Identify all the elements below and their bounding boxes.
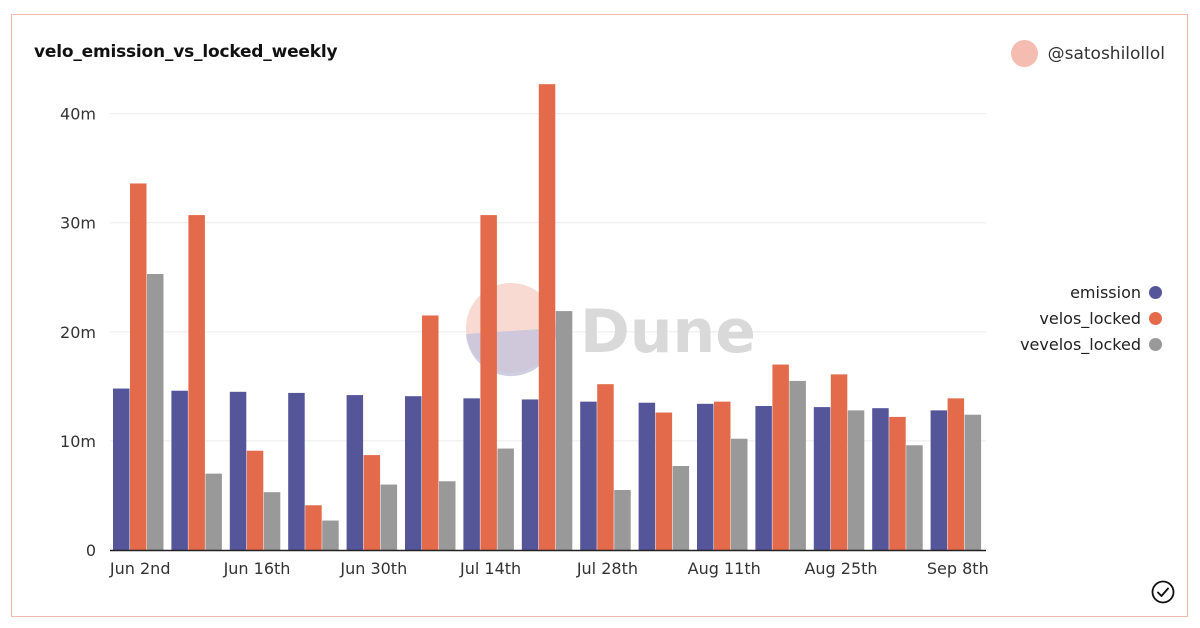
watermark-text: Dune xyxy=(580,297,756,367)
bar-vevelos_locked xyxy=(672,466,690,550)
legend-swatch xyxy=(1149,311,1162,325)
y-tick-label: 10m xyxy=(60,432,96,451)
bar-emission xyxy=(930,410,948,550)
bar-velos_locked xyxy=(130,183,147,551)
bar-velos_locked xyxy=(305,505,322,550)
bar-emission xyxy=(171,390,188,550)
bar-emission xyxy=(346,395,364,550)
x-tick-label: Jun 16th xyxy=(223,559,291,578)
dune-watermark: Dune xyxy=(466,283,756,377)
bar-emission xyxy=(813,407,831,550)
bar-vevelos_locked xyxy=(205,473,222,550)
bar-emission xyxy=(113,388,130,550)
y-tick-label: 40m xyxy=(60,105,96,124)
bar-vevelos_locked xyxy=(380,484,398,550)
bar-vevelos_locked xyxy=(731,438,748,550)
bar-velos_locked xyxy=(830,374,848,550)
bar-velos_locked xyxy=(422,315,439,550)
legend-item-vevelos_locked[interactable]: vevelos_locked xyxy=(1020,331,1162,357)
bar-vevelos_locked xyxy=(497,448,514,550)
bar-vevelos_locked xyxy=(789,380,806,550)
author-badge[interactable]: @satoshilollol xyxy=(1010,40,1165,67)
y-tick-label: 20m xyxy=(60,323,96,342)
bar-velos_locked xyxy=(363,455,381,550)
bar-velos_locked xyxy=(655,412,673,550)
bar-emission xyxy=(229,391,247,550)
legend-item-velos_locked[interactable]: velos_locked xyxy=(1020,305,1162,331)
bar-emission xyxy=(872,408,889,550)
bar-velos_locked xyxy=(597,384,614,550)
bar-emission xyxy=(288,392,305,550)
legend-swatch xyxy=(1149,337,1162,351)
legend-label: vevelos_locked xyxy=(1020,334,1141,354)
bar-vevelos_locked xyxy=(322,520,339,550)
x-tick-label: Aug 25th xyxy=(804,559,877,578)
bar-vevelos_locked xyxy=(147,274,164,550)
x-tick-label: Jun 30th xyxy=(339,559,407,578)
bar-vevelos_locked xyxy=(906,445,923,550)
bar-emission xyxy=(697,403,714,550)
bar-vevelos_locked xyxy=(555,311,573,550)
chart-title: velo_emission_vs_locked_weekly xyxy=(34,42,338,62)
bar-velos_locked xyxy=(188,215,205,550)
author-handle: @satoshilollol xyxy=(1047,43,1165,64)
legend: emission velos_locked vevelos_locked xyxy=(1020,279,1162,357)
bar-vevelos_locked xyxy=(439,481,456,550)
y-tick-label: 30m xyxy=(60,214,96,233)
bar-emission xyxy=(580,401,597,550)
bar-vevelos_locked xyxy=(263,492,281,550)
avatar xyxy=(1010,40,1038,67)
bar-velos_locked xyxy=(246,450,264,550)
bar-emission xyxy=(638,402,656,550)
bar-velos_locked xyxy=(480,215,497,550)
legend-label: velos_locked xyxy=(1039,308,1141,328)
bar-vevelos_locked xyxy=(964,414,982,550)
check-circle-icon[interactable] xyxy=(1151,580,1175,608)
x-tick-label: Aug 11th xyxy=(688,559,761,578)
bar-velos_locked xyxy=(889,416,906,550)
bar-velos_locked xyxy=(714,401,731,550)
bar-emission xyxy=(755,406,772,550)
bar-velos_locked xyxy=(538,84,556,550)
bar-emission xyxy=(405,396,422,550)
bar-velos_locked xyxy=(772,364,789,550)
legend-swatch xyxy=(1149,285,1162,299)
legend-item-emission[interactable]: emission xyxy=(1020,279,1162,305)
x-tick-label: Jul 28th xyxy=(576,559,638,578)
x-tick-label: Sep 8th xyxy=(927,559,989,578)
bar-emission xyxy=(521,399,539,550)
bar-velos_locked xyxy=(947,398,965,550)
bar-emission xyxy=(463,398,480,550)
x-tick-label: Jul 14th xyxy=(459,559,521,578)
bar-vevelos_locked xyxy=(614,490,631,550)
bar-vevelos_locked xyxy=(847,410,865,550)
y-tick-label: 0 xyxy=(86,541,96,560)
x-tick-label: Jun 2nd xyxy=(109,559,171,578)
legend-label: emission xyxy=(1070,282,1141,302)
